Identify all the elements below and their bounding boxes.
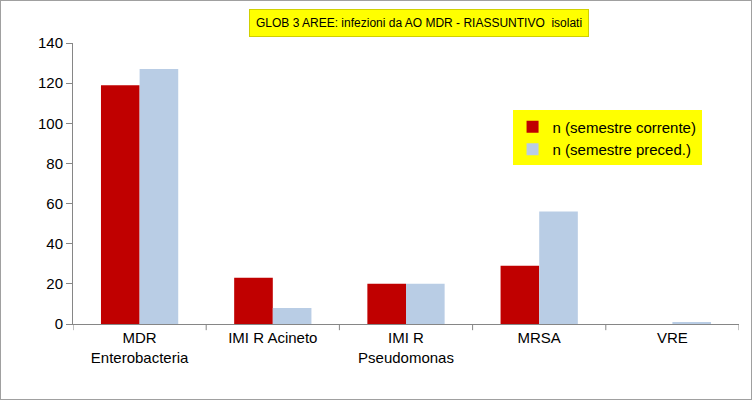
svg-text:GLOB 3 AREE: infezioni da AO M: GLOB 3 AREE: infezioni da AO MDR - RIASS… — [256, 16, 582, 30]
svg-text:IMI RPseudomonas: IMI RPseudomonas — [358, 329, 454, 366]
svg-text:0: 0 — [55, 315, 63, 332]
svg-text:140: 140 — [38, 34, 63, 51]
svg-text:120: 120 — [38, 74, 63, 91]
svg-text:MRSA: MRSA — [518, 329, 561, 346]
svg-text:MDREnterobacteria: MDREnterobacteria — [91, 329, 189, 366]
svg-text:20: 20 — [46, 275, 63, 292]
svg-text:100: 100 — [38, 115, 63, 132]
svg-text:n (semestre corrente): n (semestre corrente) — [553, 119, 696, 136]
svg-text:40: 40 — [46, 235, 63, 252]
svg-text:IMI R Acineto: IMI R Acineto — [228, 329, 317, 346]
svg-text:VRE: VRE — [657, 329, 688, 346]
svg-text:n (semestre preced.): n (semestre preced.) — [553, 141, 691, 158]
svg-text:80: 80 — [46, 155, 63, 172]
svg-text:60: 60 — [46, 195, 63, 212]
